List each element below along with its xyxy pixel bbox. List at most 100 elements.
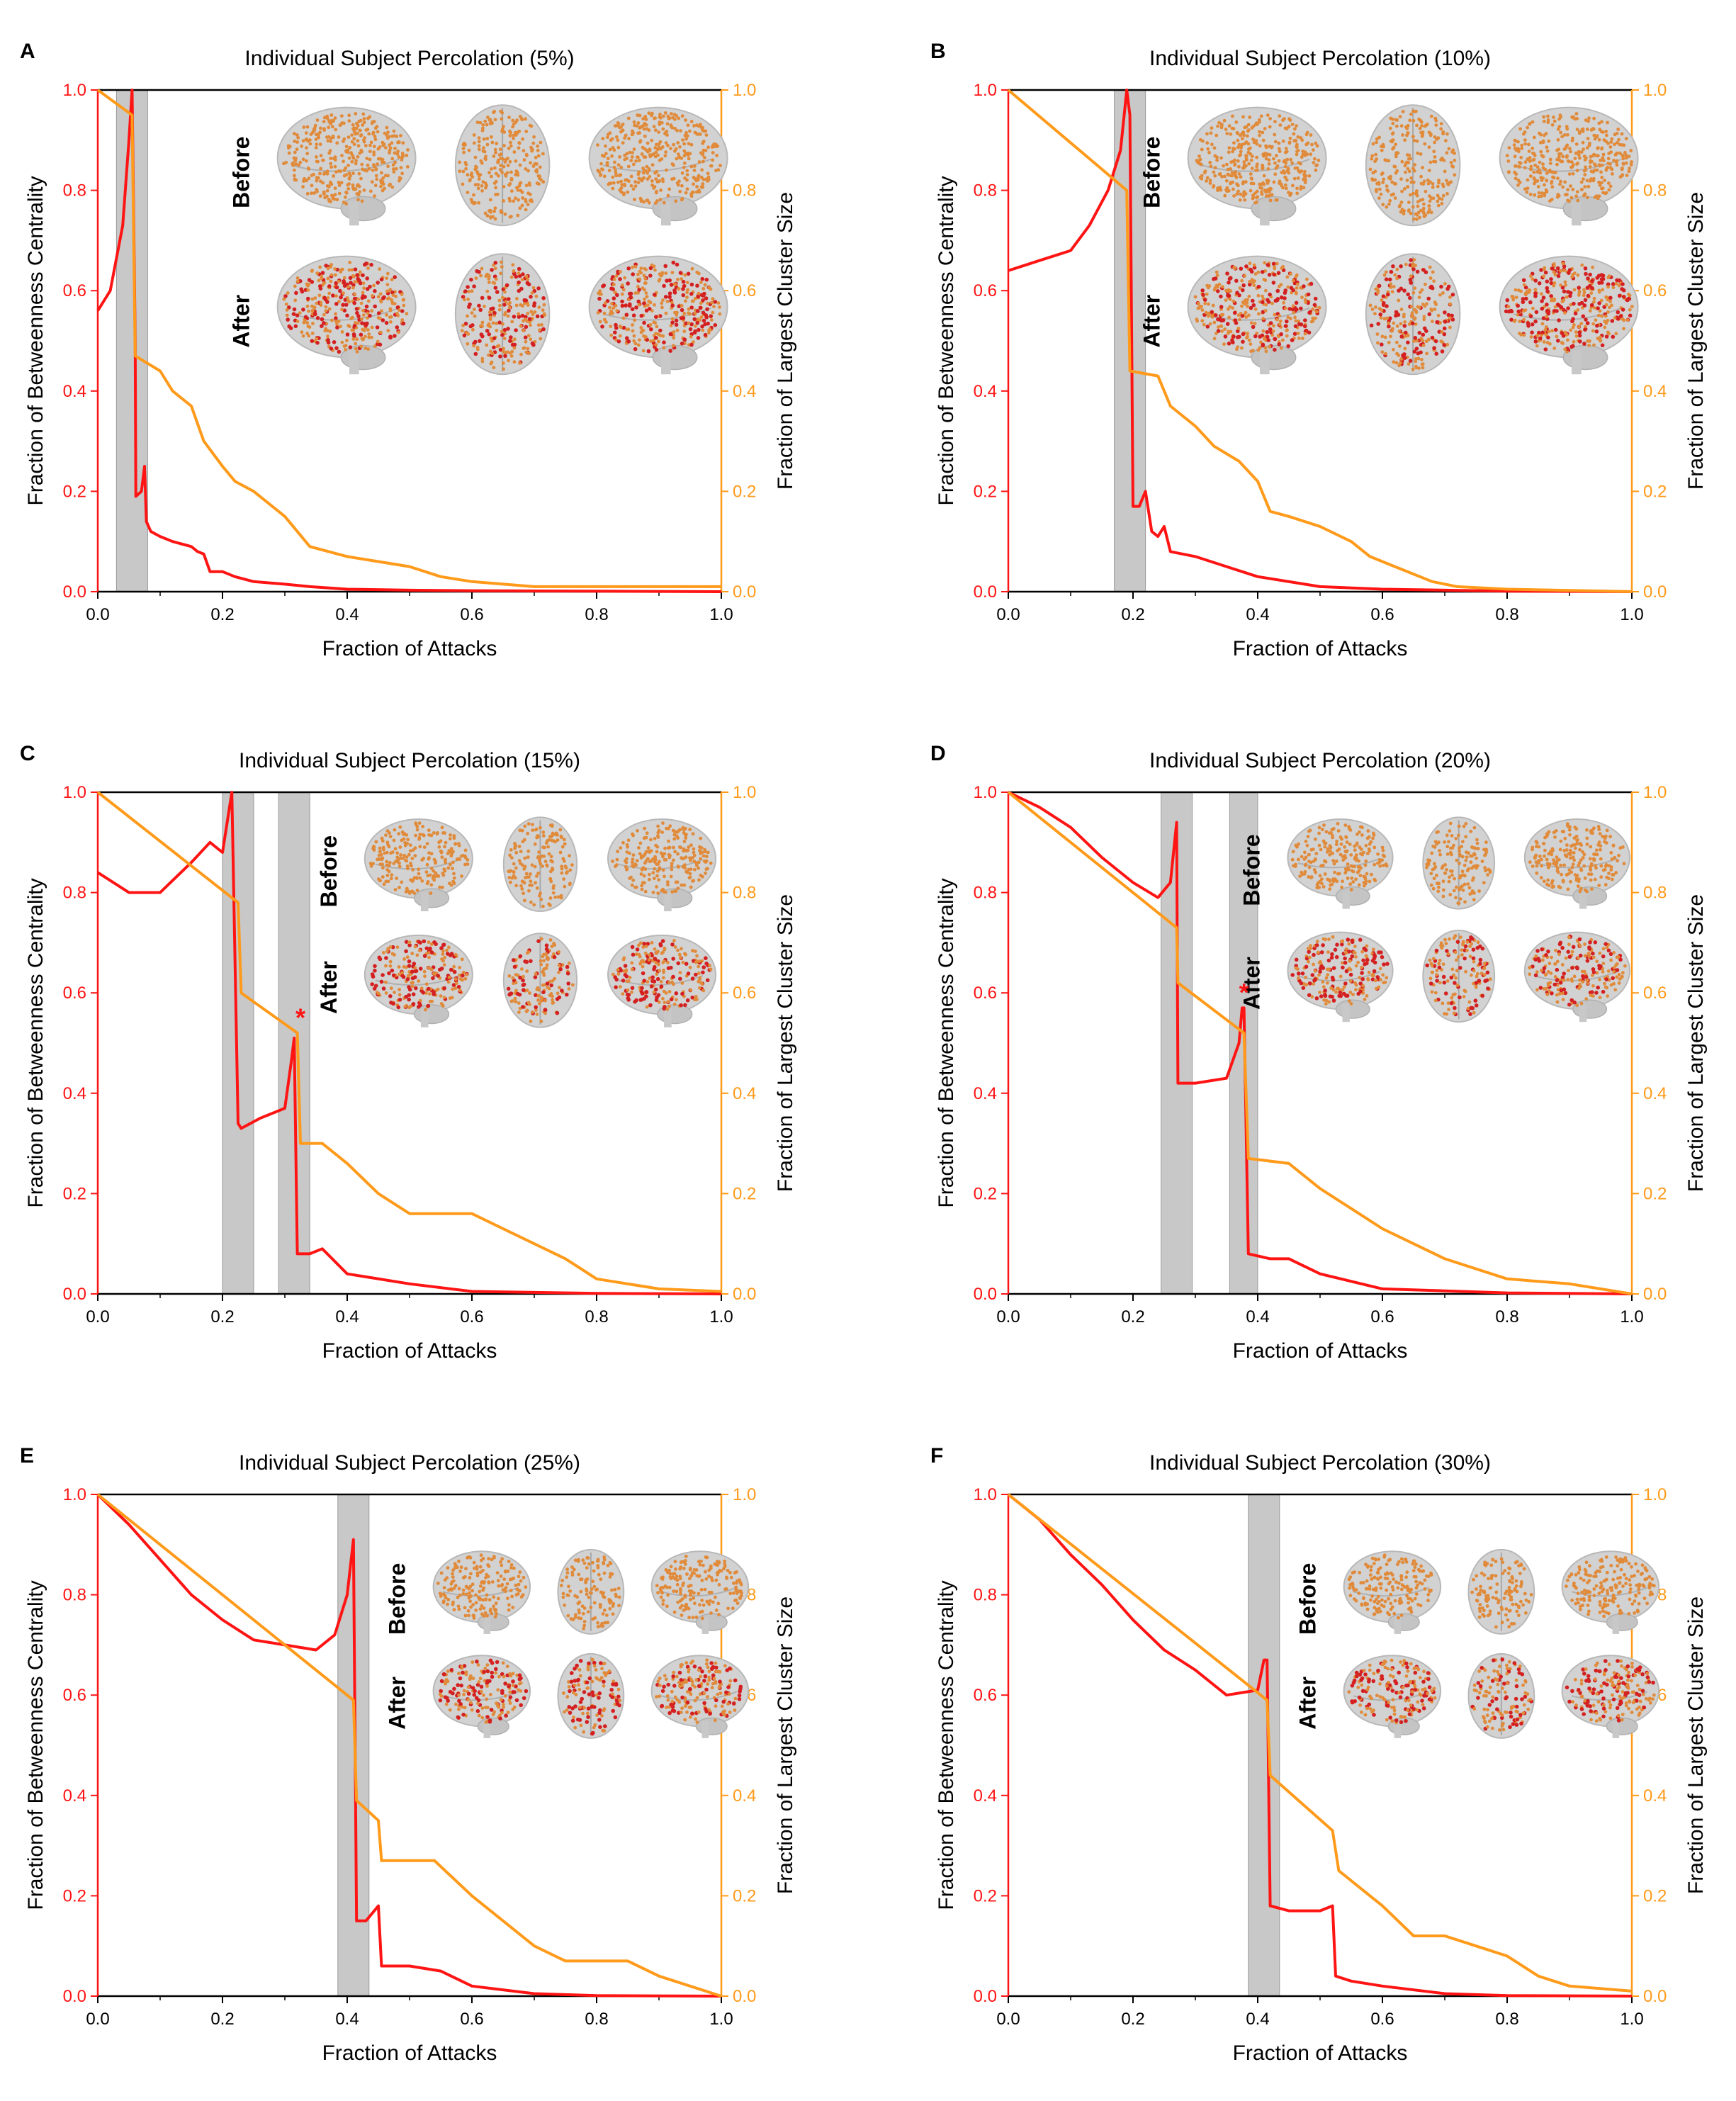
orange-node-dot <box>353 292 356 296</box>
orange-node-dot <box>606 157 610 161</box>
orange-node-dot <box>340 114 344 118</box>
orange-node-dot <box>562 838 566 842</box>
orange-node-dot <box>636 829 639 833</box>
orange-node-dot <box>298 160 303 164</box>
orange-node-dot <box>677 156 682 159</box>
orange-node-dot <box>667 187 672 191</box>
orange-node-dot <box>462 150 466 154</box>
red-node-dot <box>512 271 517 276</box>
red-node-dot <box>1540 306 1545 311</box>
orange-node-dot <box>634 159 638 163</box>
orange-node-dot <box>1550 329 1555 333</box>
red-node-dot <box>1249 305 1253 310</box>
red-node-dot <box>363 262 367 267</box>
orange-node-dot <box>509 856 514 860</box>
orange-node-dot <box>1243 302 1247 306</box>
orange-node-dot <box>564 866 568 870</box>
orange-node-dot <box>531 286 536 290</box>
orange-node-dot <box>1249 321 1253 325</box>
orange-node-dot <box>1431 196 1436 201</box>
orange-node-dot <box>426 880 430 884</box>
orange-node-dot <box>1572 323 1576 327</box>
orange-node-dot <box>684 299 687 303</box>
orange-node-dot <box>1441 157 1444 160</box>
orange-node-dot <box>1419 198 1423 202</box>
red-node-dot <box>351 283 356 288</box>
orange-node-dot <box>484 154 487 159</box>
brain-sulcus <box>1201 307 1310 321</box>
orange-node-dot <box>334 294 338 298</box>
orange-node-dot <box>631 187 636 191</box>
orange-node-dot <box>366 116 370 120</box>
orange-node-dot <box>327 198 331 201</box>
orange-node-dot <box>1212 288 1217 292</box>
orange-node-dot <box>398 886 401 889</box>
orange-node-dot <box>1628 167 1632 171</box>
orange-node-dot <box>1443 282 1447 286</box>
red-node-dot <box>521 272 525 276</box>
orange-node-dot <box>1505 154 1509 158</box>
red-node-dot <box>507 308 511 313</box>
orange-node-dot <box>684 191 688 195</box>
red-node-dot <box>1408 278 1413 282</box>
orange-node-dot <box>1436 199 1440 203</box>
red-node-dot <box>436 974 440 978</box>
orange-node-dot <box>536 872 540 875</box>
orange-node-dot <box>1295 291 1298 295</box>
orange-node-dot <box>1224 188 1228 192</box>
orange-node-dot <box>384 146 388 150</box>
orange-node-dot <box>319 300 323 305</box>
orange-node-dot <box>1433 155 1437 159</box>
orange-node-dot <box>654 332 658 336</box>
orange-node-dot <box>287 151 291 155</box>
orange-node-dot <box>405 165 410 169</box>
orange-node-dot <box>700 168 704 172</box>
orange-node-dot <box>1429 114 1433 118</box>
orange-node-dot <box>1532 157 1536 162</box>
orange-node-dot <box>1285 334 1289 338</box>
orange-node-dot <box>405 867 410 871</box>
orange-node-dot <box>461 169 466 174</box>
orange-node-dot <box>1577 150 1581 154</box>
orange-node-dot <box>1431 270 1435 274</box>
orange-node-dot <box>334 273 337 277</box>
orange-node-dot <box>1197 159 1201 163</box>
orange-node-dot <box>529 872 532 876</box>
orange-node-dot <box>1208 322 1212 326</box>
orange-node-dot <box>342 174 346 178</box>
orange-node-dot <box>1285 126 1289 130</box>
orange-node-dot <box>660 177 665 181</box>
red-node-dot <box>626 281 630 286</box>
orange-node-dot <box>477 177 481 181</box>
orange-node-dot <box>1291 304 1295 308</box>
red-node-dot <box>1202 298 1207 302</box>
orange-node-dot <box>1373 312 1377 315</box>
orange-node-dot <box>1296 176 1300 180</box>
orange-node-dot <box>512 269 516 273</box>
orange-node-dot <box>351 337 356 341</box>
orange-node-dot <box>458 160 461 164</box>
orange-node-dot <box>1440 330 1444 334</box>
orange-node-dot <box>488 208 492 213</box>
orange-node-dot <box>1314 168 1318 172</box>
orange-node-dot <box>1558 182 1562 186</box>
orange-node-dot <box>376 157 381 161</box>
orange-node-dot <box>684 855 688 860</box>
orange-node-dot <box>417 837 421 841</box>
orange-node-dot <box>458 977 463 981</box>
orange-node-dot <box>539 897 543 901</box>
red-node-dot <box>1600 343 1605 348</box>
red-node-dot <box>490 268 494 272</box>
red-node-dot <box>686 271 691 276</box>
orange-node-dot <box>558 828 563 832</box>
orange-node-dot <box>1251 137 1255 142</box>
orange-node-dot <box>1313 316 1317 320</box>
orange-node-dot <box>684 848 689 852</box>
red-node-dot <box>1611 334 1616 339</box>
orange-node-dot <box>517 859 522 863</box>
orange-node-dot <box>520 863 524 867</box>
orange-node-dot <box>293 178 297 182</box>
orange-node-dot <box>1216 186 1219 190</box>
orange-node-dot <box>643 835 648 840</box>
orange-node-dot <box>473 314 477 318</box>
